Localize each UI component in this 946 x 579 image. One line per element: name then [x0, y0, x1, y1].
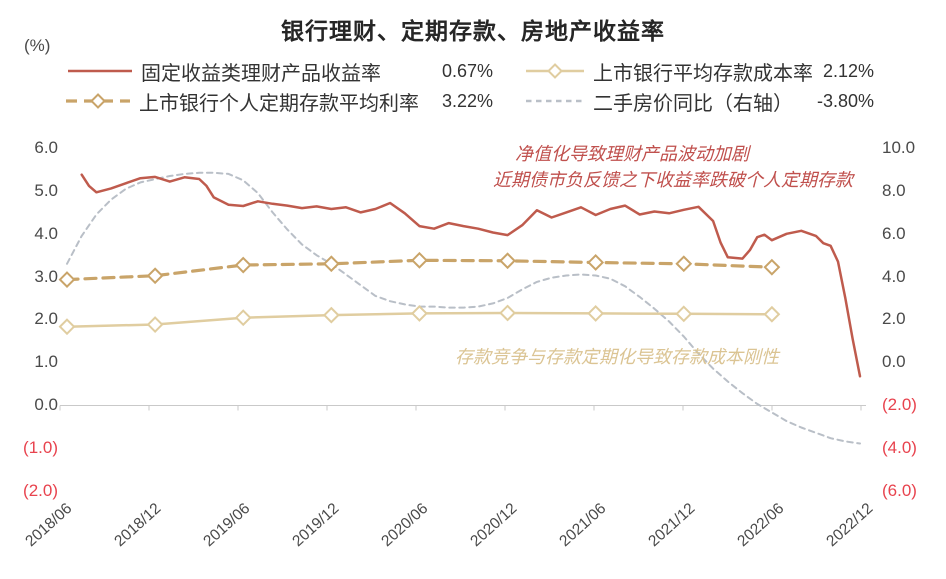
right-axis-tick-label: (4.0): [882, 437, 917, 457]
left-axis-tick-label: 1.0: [34, 352, 58, 372]
annotation-deposit-cost-rigidity: 存款竞争与存款定期化导致存款成本刚性: [455, 347, 779, 367]
legend-item-time-deposit: 上市银行个人定期存款平均利率: [64, 88, 419, 115]
left-axis-tick-label: (2.0): [23, 480, 58, 500]
deposit-cost-line-swatch-icon: [526, 63, 584, 79]
legend-item-home-price: 二手房价同比（右轴）: [524, 88, 793, 115]
chart-title: 银行理财、定期存款、房地产收益率: [281, 18, 665, 44]
legend-label: 固定收益类理财产品收益率: [141, 62, 381, 85]
legend-label: 二手房价同比（右轴）: [593, 92, 793, 115]
left-axis-tick-label: 3.0: [34, 266, 58, 286]
wm-yield-line-swatch-icon: [68, 69, 132, 73]
annotation-bond-feedback: 近期债市负反馈之下收益率跌破个人定期存款: [493, 170, 853, 190]
right-axis-tick-label: 0.0: [882, 352, 906, 372]
legend-label: 上市银行个人定期存款平均利率: [139, 92, 419, 115]
legend-value-home-price: -3.80%: [816, 91, 874, 111]
right-axis-tick-label: (2.0): [882, 395, 917, 414]
left-axis-tick-label: 6.0: [34, 138, 58, 158]
right-axis-tick-label: (6.0): [882, 480, 917, 500]
right-axis-tick-label: 8.0: [882, 181, 906, 200]
legend-label: 上市银行平均存款成本率: [593, 62, 813, 85]
legend-value-time-deposit: 3.22%: [441, 91, 493, 111]
legend-value-wm-yield: 0.67%: [441, 61, 493, 81]
right-axis-tick-label: 4.0: [882, 266, 906, 286]
legend-value-deposit-cost: 2.12%: [822, 61, 874, 81]
legend-item-wm-yield: 固定收益类理财产品收益率: [66, 58, 381, 85]
left-axis-tick-label: 0.0: [34, 395, 58, 414]
right-axis-tick-label: 10.0: [882, 138, 916, 158]
annotation-nav-volatility: 净值化导致理财产品波动加剧: [515, 144, 749, 164]
right-axis-tick-label: 2.0: [882, 309, 906, 329]
left-axis-unit-label: (%): [24, 36, 51, 55]
legend-item-deposit-cost: 上市银行平均存款成本率: [524, 58, 813, 85]
left-axis-tick-label: 5.0: [34, 181, 58, 200]
time-deposit-line-swatch-icon: [66, 93, 130, 109]
right-axis-tick-label: 6.0: [882, 223, 906, 243]
left-axis-tick-label: 4.0: [34, 223, 58, 243]
left-axis-tick-label: 2.0: [34, 309, 58, 329]
left-axis-tick-label: (1.0): [23, 437, 58, 457]
